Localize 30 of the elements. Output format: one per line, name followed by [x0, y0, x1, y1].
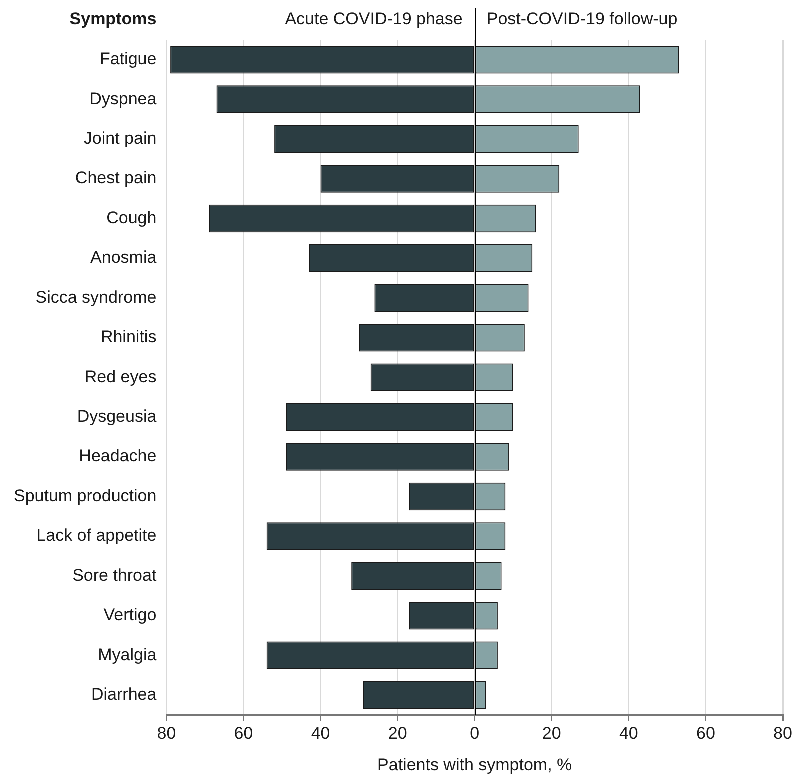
- y-tick-label: Vertigo: [104, 606, 157, 625]
- x-tick-label: 60: [234, 724, 254, 744]
- y-tick-label: Cough: [106, 208, 157, 228]
- y-tick-label: Joint pain: [84, 128, 157, 148]
- y-tick-label: Sputum production: [14, 486, 157, 506]
- series-label: Post-COVID-19 follow-up: [486, 10, 678, 29]
- y-axis-title: Symptoms: [70, 10, 157, 29]
- y-tick-label: Dyspnea: [90, 89, 158, 108]
- series-label: Acute COVID-19 phase: [285, 10, 463, 29]
- y-tick-label: Sore throat: [72, 566, 157, 585]
- x-tick-label: 20: [388, 724, 408, 744]
- x-tick-label: 80: [774, 724, 792, 744]
- x-tick-label: 20: [542, 724, 562, 744]
- y-tick-label: Chest pain: [75, 168, 157, 188]
- y-tick-label: Headache: [79, 446, 157, 466]
- y-tick-label: Myalgia: [98, 645, 158, 664]
- y-tick-label: Sicca syndrome: [36, 288, 157, 307]
- x-tick-label: 60: [696, 724, 716, 744]
- y-tick-label: Dysgeusia: [77, 407, 158, 426]
- x-tick-label: 40: [311, 724, 330, 744]
- y-tick-label: Red eyes: [84, 367, 157, 386]
- x-tick-label: 0: [470, 724, 480, 744]
- x-tick-label: 80: [157, 724, 176, 744]
- y-tick-label: Lack of appetite: [36, 526, 157, 546]
- x-tick-label: 40: [619, 724, 638, 744]
- y-tick-label: Fatigue: [100, 50, 157, 69]
- y-tick-label: Anosmia: [90, 248, 158, 268]
- x-axis-title: Patients with symptom, %: [378, 755, 572, 774]
- y-tick-label: Diarrhea: [91, 685, 158, 704]
- y-tick-label: Rhinitis: [100, 328, 157, 347]
